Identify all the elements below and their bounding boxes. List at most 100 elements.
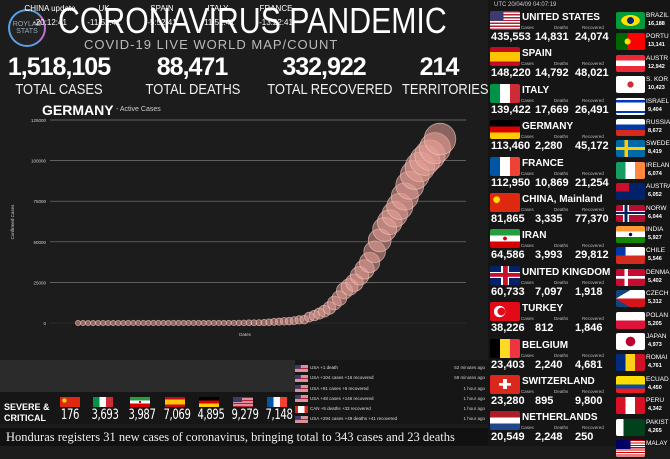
side-country-pe[interactable]: PERU 4,342: [615, 395, 670, 416]
news-ticker: Honduras registers 31 new cases of coron…: [0, 428, 488, 446]
data-point: [160, 319, 167, 327]
country-row-gb[interactable]: UNITED KINGDOM Cases Deaths Recovered 60,733…: [490, 265, 614, 302]
log-time: 52 minutes ago: [454, 365, 485, 371]
country-row-cn[interactable]: CHINA, Mainland Cases Deaths Recovered 81,86…: [490, 193, 614, 229]
side-country-pt[interactable]: PORTU 13,141: [615, 31, 670, 52]
recovered-label: Recovered: [582, 207, 604, 212]
log-text: USA +104 cases +16 recovered: [310, 375, 374, 381]
country-name: IRAN: [522, 230, 547, 242]
country-row-fr[interactable]: FRANCE Cases Deaths Recovered 112,950 10,869 2…: [490, 156, 614, 193]
flag-ec-icon: [616, 375, 645, 393]
side-country-br[interactable]: BRAZIL 16,188: [615, 10, 670, 31]
country-row-de[interactable]: GERMANY Cases Deaths Recovered 113,460 2,280 4…: [490, 120, 614, 156]
country-name: POLAN: [646, 311, 669, 319]
deaths-label: Deaths: [554, 61, 569, 67]
data-point: [220, 319, 227, 327]
side-country-dk[interactable]: DENMA 5,402: [615, 267, 670, 288]
country-name: UNITED KINGDOM: [522, 266, 611, 278]
side-country-se[interactable]: SWEDE 8,419: [615, 138, 670, 159]
cases-value: 64,586: [491, 249, 525, 262]
cases-value: 9,404: [648, 106, 662, 113]
country-name: TURKEY: [522, 303, 564, 315]
chart-title: GERMANY: [42, 102, 114, 118]
side-country-kr[interactable]: S. KOR 10,423: [615, 74, 670, 95]
deaths-label: Deaths: [554, 170, 569, 176]
country-name: PAKIST: [646, 418, 669, 426]
country-name: S. KOR: [646, 76, 669, 84]
y-axis-label: Confirmed Cases: [10, 204, 15, 240]
side-country-my[interactable]: MALAY: [615, 438, 670, 459]
flag-es-icon: [165, 397, 185, 407]
severe-count: 7,148: [265, 407, 293, 423]
country-row-ir[interactable]: IRAN Cases Deaths Recovered 64,586 3,993 29,81…: [490, 229, 614, 265]
side-country-ec[interactable]: ECUAD 4,450: [615, 374, 670, 395]
data-point: [185, 319, 192, 327]
log-text: USA +48 cases +146 recovered: [310, 395, 374, 401]
country-row-it[interactable]: ITALY Cases Deaths Recovered 139,422 17,669 26…: [490, 83, 614, 120]
data-point: [130, 319, 137, 327]
data-point: [85, 320, 92, 326]
side-country-cz[interactable]: CZECH 5,312: [615, 288, 670, 309]
flag-ir-icon: [130, 397, 150, 407]
cases-value: 20,549: [491, 431, 525, 444]
country-name: SPAIN: [522, 48, 552, 60]
side-country-pl[interactable]: POLAN 5,205: [615, 310, 670, 331]
severe-count: 176: [60, 407, 80, 423]
country-row-us[interactable]: UNITED STATES Cases Deaths Recovered 435,553…: [490, 11, 614, 47]
side-country-jp[interactable]: JAPAN 4,973: [615, 331, 670, 352]
data-point: [155, 319, 162, 327]
side-country-il[interactable]: ISRAEL 9,404: [615, 96, 670, 117]
country-name: SWEDE: [646, 140, 670, 148]
side-country-no[interactable]: NORW 6,044: [615, 203, 670, 224]
side-country-ro[interactable]: ROMAI 4,761: [615, 352, 670, 373]
recovered-value: 48,021: [575, 67, 609, 80]
country-row-nl[interactable]: NETHERLANDS Cases Deaths Recovered 20,549 2,2…: [490, 411, 614, 447]
country-name: PORTU: [646, 33, 669, 41]
recovered-value: 4,681: [575, 358, 603, 371]
timezone-0: CHINA update -20:12:41: [22, 4, 78, 27]
flag-my-icon: [616, 440, 645, 457]
severe-critical-label: SEVERE & CRITICAL: [4, 402, 50, 423]
country-name: MALAY: [646, 440, 668, 447]
country-name: ITALY: [522, 84, 550, 96]
recovered-label: Recovered: [582, 61, 604, 67]
side-country-au[interactable]: AUSTRA 6,052: [615, 181, 670, 202]
stat-label: TERRITORIES: [402, 81, 489, 98]
recovered-value: 24,074: [575, 31, 609, 43]
data-point: [140, 319, 147, 327]
country-name: ECUAD: [646, 375, 669, 383]
side-country-at[interactable]: AUSTR 12,942: [615, 53, 670, 74]
side-country-cl[interactable]: CHILE 5,546: [615, 245, 670, 266]
data-point: [195, 319, 202, 327]
cases-value: 6,044: [648, 213, 662, 220]
flag-de-icon: [490, 120, 520, 140]
recovered-label: Recovered: [582, 352, 604, 358]
flag-us-icon: [233, 397, 253, 407]
side-country-in[interactable]: INDIA 5,927: [615, 224, 670, 245]
flag-ie-icon: [616, 161, 645, 179]
y-tick-label: 50000: [33, 240, 46, 245]
country-row-es[interactable]: SPAIN Cases Deaths Recovered 148,220 14,792 48…: [490, 47, 614, 83]
country-row-tr[interactable]: TURKEY Cases Deaths Recovered 38,226 812 1,846: [490, 302, 614, 338]
cases-value: 23,403: [491, 358, 525, 371]
country-row-be[interactable]: BELGIUM Cases Deaths Recovered 23,403 2,240 4,…: [490, 338, 614, 375]
data-point: [215, 319, 222, 327]
flag-de-icon: [199, 397, 219, 407]
country-row-ch[interactable]: SWITZERLAND Cases Deaths Recovered 23,280 895…: [490, 375, 614, 411]
country-name: CHINA, Mainland: [522, 194, 603, 205]
deaths-label: Deaths: [554, 243, 569, 249]
deaths-label: Deaths: [554, 279, 569, 285]
logo-text: STATS: [16, 28, 38, 35]
deaths-value: 14,831: [535, 31, 569, 43]
recovered-value: 1,846: [575, 322, 603, 335]
cases-label: Cases: [521, 25, 534, 30]
recovered-value: 26,491: [575, 103, 609, 116]
country-name: CZECH: [646, 290, 669, 298]
side-country-ru[interactable]: RUSSIA 8,672: [615, 117, 670, 138]
stat-value: 214: [419, 53, 460, 81]
country-name: BELGIUM: [522, 339, 569, 351]
deaths-label: Deaths: [554, 425, 569, 431]
side-country-ie[interactable]: IRELAN 6,074: [615, 160, 670, 181]
side-country-pk[interactable]: PAKIST 4,265: [615, 417, 670, 438]
deaths-value: 812: [535, 322, 554, 335]
